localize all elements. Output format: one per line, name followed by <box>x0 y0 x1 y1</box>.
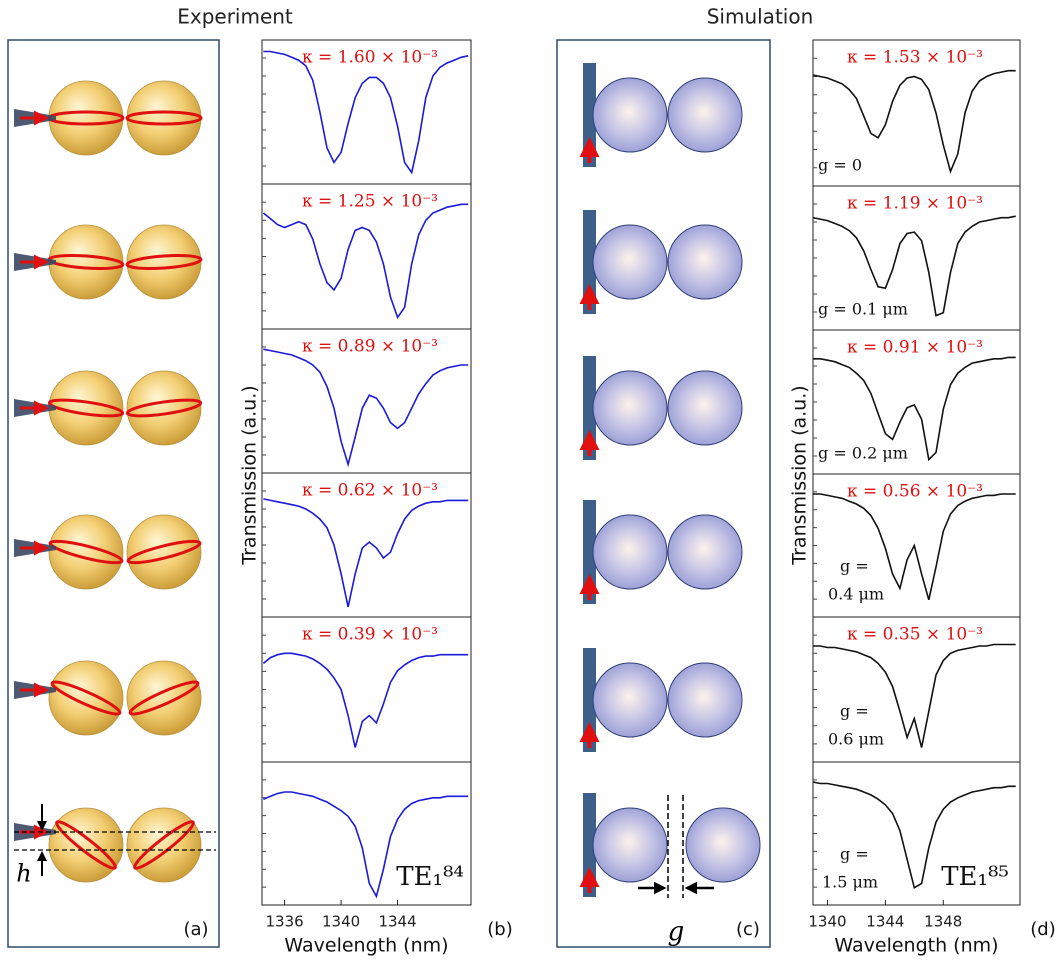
microsphere <box>592 370 668 446</box>
spectrum-line <box>813 493 1016 601</box>
x-tick-label: 1348 <box>924 913 962 931</box>
spectrum-line <box>263 348 469 468</box>
microsphere <box>48 80 124 156</box>
kappa-label: κ = 1.53 × 10⁻³ <box>847 48 983 68</box>
gap-annotation: g = <box>840 702 869 721</box>
gap-annotation: g = 0 <box>818 156 862 175</box>
microsphere <box>592 77 668 153</box>
mode-orbit <box>48 539 124 565</box>
mode-orbit <box>126 539 202 565</box>
subplot-frame <box>812 185 1021 331</box>
spectrum-line <box>263 498 469 608</box>
subplot-frame <box>261 616 472 763</box>
spectrum-line <box>813 356 1016 462</box>
spectrum-line <box>262 652 469 748</box>
microsphere <box>48 660 124 736</box>
x-tick-label: 1344 <box>378 913 416 931</box>
microsphere <box>126 514 202 590</box>
y-axis-label: Transmission (a.u.) <box>239 385 261 565</box>
x-axis-label: Wavelength (nm) <box>834 935 998 957</box>
microsphere <box>592 514 668 590</box>
microsphere <box>126 660 202 736</box>
subplot-frame <box>261 39 472 185</box>
mode-orbit <box>128 680 200 716</box>
subplot-frame <box>812 761 1021 906</box>
gap-annotation: 1.5 μm <box>822 873 878 892</box>
microsphere <box>667 77 743 153</box>
kappa-label: κ = 0.39 × 10⁻³ <box>302 625 438 645</box>
gap-annotation: 0.4 μm <box>828 585 884 604</box>
header: Simulation <box>707 5 814 29</box>
subplot-frame <box>812 473 1021 618</box>
kappa-label: κ = 1.19 × 10⁻³ <box>847 194 983 214</box>
microsphere <box>667 662 743 738</box>
gap-annotation: g = 0.1 μm <box>818 300 908 319</box>
microsphere <box>592 224 668 300</box>
panel-frame <box>556 39 771 948</box>
gap-annotation: g = <box>840 845 869 864</box>
kappa-label: κ = 1.25 × 10⁻³ <box>302 192 438 212</box>
mode-orbit <box>47 398 125 418</box>
spectrum-line <box>262 203 469 320</box>
mode-orbit <box>125 253 203 271</box>
microsphere <box>48 807 124 883</box>
kappa-label: κ = 0.91 × 10⁻³ <box>847 338 983 358</box>
spectrum-line <box>812 781 1016 890</box>
microsphere <box>126 370 202 446</box>
gap-annotation: 0.6 μm <box>828 730 884 749</box>
mode-label: TE₁⁸⁴ <box>396 862 464 892</box>
panel-frame <box>7 39 220 948</box>
mode-orbit <box>50 680 122 716</box>
microsphere <box>126 224 202 300</box>
subplot-frame <box>261 761 472 906</box>
x-tick-label: 1340 <box>808 913 846 931</box>
x-axis-label: Wavelength (nm) <box>284 935 448 957</box>
kappa-label: κ = 0.89 × 10⁻³ <box>302 337 438 357</box>
panel-label: (c) <box>736 919 760 940</box>
microsphere <box>667 224 743 300</box>
gap-annotation: g = <box>840 557 869 576</box>
panel-label: (d) <box>1030 919 1055 940</box>
kappa-label: κ = 0.56 × 10⁻³ <box>847 482 983 502</box>
spectrum-line <box>812 69 1016 174</box>
spectrum-line <box>812 215 1016 317</box>
header: Experiment <box>177 5 293 29</box>
microsphere <box>48 224 124 300</box>
kappa-label: κ = 0.35 × 10⁻³ <box>847 625 983 645</box>
microsphere <box>48 514 124 590</box>
x-tick-label: 1336 <box>266 913 304 931</box>
microsphere <box>667 370 743 446</box>
x-tick-label: 1340 <box>322 913 360 931</box>
y-axis-label: Transmission (a.u.) <box>789 385 811 565</box>
x-tick-label: 1344 <box>866 913 904 931</box>
gap-label: g <box>668 917 685 947</box>
spectrum-line <box>813 643 1016 748</box>
subplot-frame <box>812 39 1021 187</box>
subplot-frame <box>812 329 1021 475</box>
microsphere <box>685 807 761 883</box>
microsphere <box>667 514 743 590</box>
mode-orbit <box>125 110 203 126</box>
spectrum-line <box>263 791 469 899</box>
microsphere <box>592 662 668 738</box>
kappa-label: κ = 0.62 × 10⁻³ <box>302 481 438 501</box>
panel-label: (b) <box>487 919 512 940</box>
microsphere <box>126 807 202 883</box>
gap-annotation: g = 0.2 μm <box>818 444 908 463</box>
microsphere <box>592 807 668 883</box>
kappa-label: κ = 1.60 × 10⁻³ <box>302 48 438 68</box>
spectrum-line <box>263 50 469 175</box>
height-label: h <box>16 860 31 888</box>
mode-orbit <box>125 398 203 418</box>
panel-label: (a) <box>183 919 208 940</box>
mode-label: TE₁⁸⁵ <box>941 862 1009 892</box>
microsphere <box>126 80 202 156</box>
